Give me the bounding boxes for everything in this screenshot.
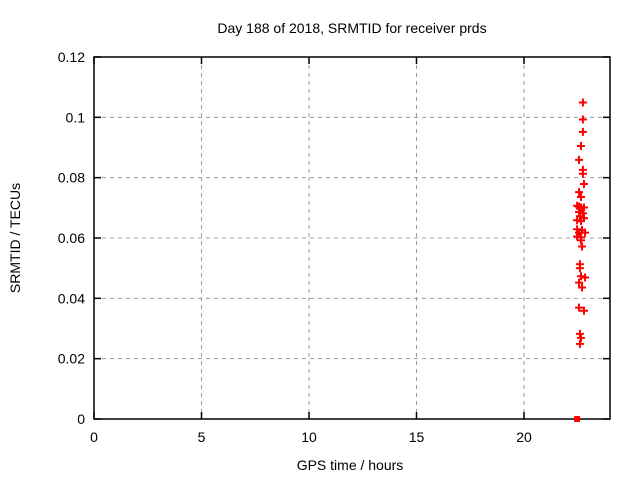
y-tick-label: 0.08 xyxy=(58,170,85,186)
y-tick-label: 0.04 xyxy=(58,290,85,306)
data-point-plus xyxy=(581,273,590,282)
data-point-plus xyxy=(575,188,584,197)
chart-title: Day 188 of 2018, SRMTID for receiver prd… xyxy=(217,20,486,36)
data-point-plus xyxy=(578,98,587,107)
zero-data-marker xyxy=(574,416,581,422)
data-point-plus xyxy=(576,141,585,150)
x-tick-label: 0 xyxy=(90,429,98,445)
data-point-plus xyxy=(578,283,587,292)
y-axis-label: SRMTID / TECUs xyxy=(7,183,23,293)
data-point-plus xyxy=(575,264,584,273)
data-point-plus xyxy=(575,339,584,348)
data-point-plus xyxy=(575,278,584,287)
data-point-plus xyxy=(576,217,585,226)
data-point-plus xyxy=(575,303,584,312)
data-point-plus xyxy=(576,272,585,281)
data-point-plus xyxy=(579,180,588,189)
grid-lines xyxy=(94,57,610,419)
x-tick-label: 20 xyxy=(516,429,532,445)
x-tick-label: 10 xyxy=(301,429,317,445)
data-point-plus xyxy=(579,306,588,315)
y-tick-label: 0.02 xyxy=(58,351,85,367)
data-point-plus xyxy=(578,127,587,136)
y-tick-label: 0 xyxy=(77,411,85,427)
data-point-plus xyxy=(575,155,584,164)
x-tick-label: 15 xyxy=(409,429,425,445)
data-point-plus xyxy=(575,329,584,338)
data-point-plus xyxy=(576,192,585,201)
y-tick-label: 0.1 xyxy=(66,109,86,125)
tick-labels: 0 5 10 15 20 0 0.02 0.04 0.06 0.08 0.1 0.12 xyxy=(58,49,532,445)
data-point-plus xyxy=(576,236,585,245)
data-point-plus xyxy=(581,228,590,237)
data-points xyxy=(573,98,590,422)
data-point-plus xyxy=(578,242,587,251)
data-point-plus xyxy=(578,115,587,124)
x-axis-label: GPS time / hours xyxy=(297,457,404,473)
data-point-plus xyxy=(576,333,585,342)
y-tick-label: 0.12 xyxy=(58,49,85,65)
tick-marks xyxy=(93,56,610,420)
x-tick-label: 5 xyxy=(198,429,206,445)
y-tick-label: 0.06 xyxy=(58,230,85,246)
data-point-plus xyxy=(578,169,587,178)
